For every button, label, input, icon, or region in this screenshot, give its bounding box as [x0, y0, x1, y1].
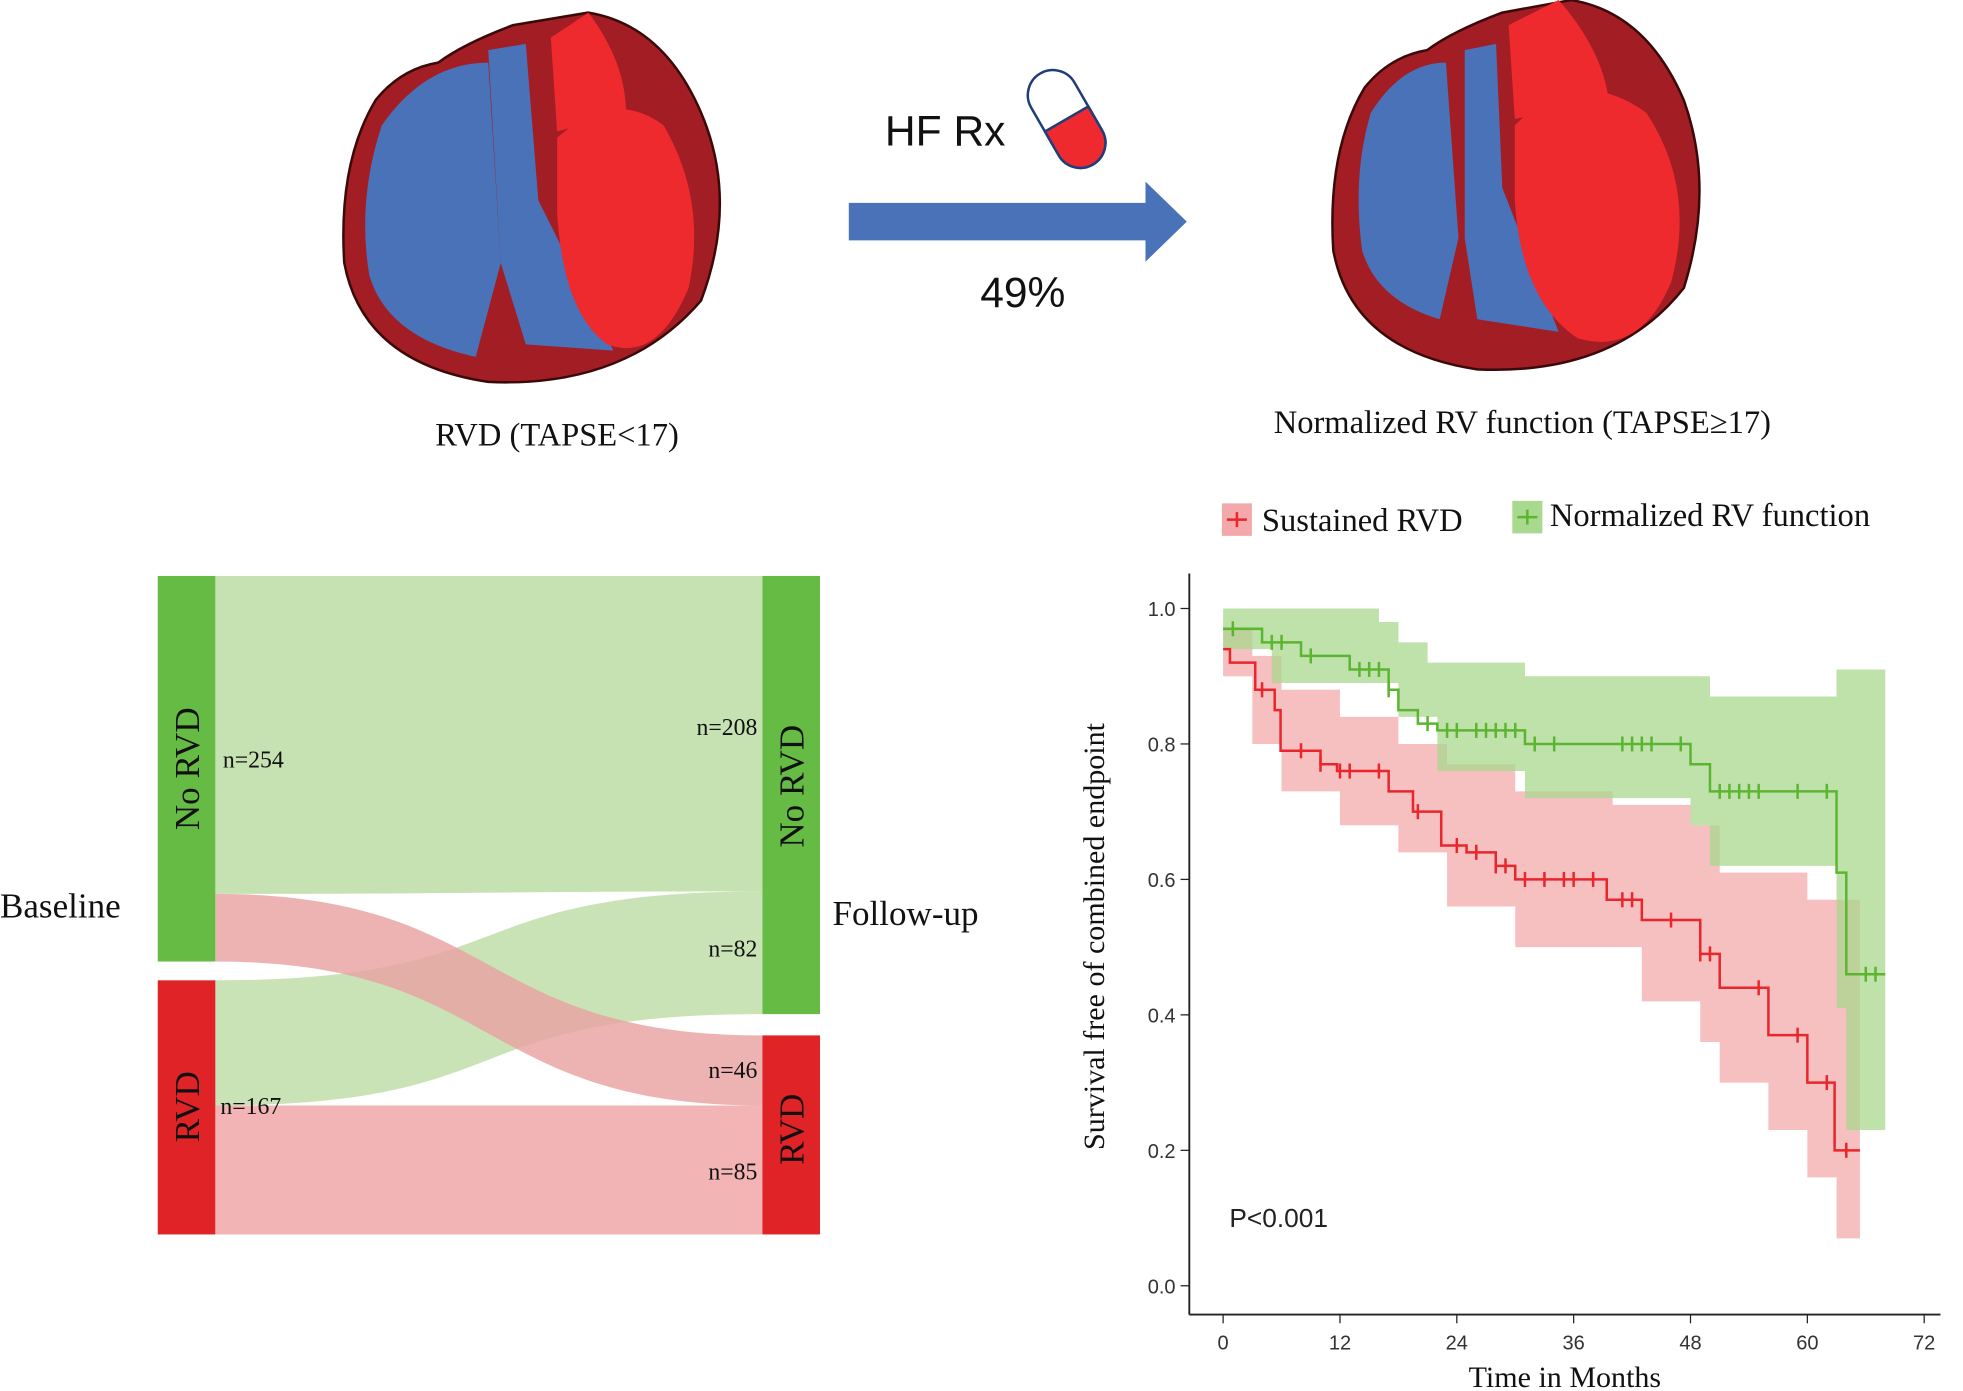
x-axis-title: Time in Months: [1469, 1361, 1661, 1391]
sankey-diagram: No RVD RVD No RVD RVD Baseline Follow-up…: [0, 575, 979, 1235]
node-followup-norvd: [762, 575, 821, 1015]
arrow-right-icon: [848, 181, 1187, 262]
node-followup-rvd: [762, 1035, 821, 1235]
p-value-annotation: P<0.001: [1229, 1203, 1328, 1233]
y-tick-label: 0.0: [1148, 1276, 1176, 1298]
x-tick-label: 72: [1913, 1333, 1935, 1355]
count-label: n=167: [220, 1094, 281, 1120]
percent-label: 49%: [980, 269, 1065, 317]
y-tick-label: 0.2: [1148, 1141, 1176, 1163]
node-label: RVD: [773, 1094, 812, 1165]
y-axis-title: Survival free of combined endpoint: [1078, 722, 1111, 1150]
flow-rvd-to-rvd: [215, 1105, 763, 1235]
x-tick-label: 36: [1563, 1333, 1585, 1355]
x-tick-label: 48: [1679, 1333, 1701, 1355]
treatment-label: HF Rx: [885, 107, 1006, 155]
legend: Sustained RVD Normalized RV function: [1221, 498, 1870, 539]
ci-band-1: [1223, 608, 1886, 1131]
followup-heart-label: Normalized RV function (TAPSE≥17): [1274, 405, 1771, 441]
legend-marker: [1226, 512, 1247, 528]
heart-normal-icon: [1331, 0, 1701, 372]
y-tick-label: 0.4: [1148, 1005, 1176, 1027]
node-label: RVD: [168, 1071, 207, 1142]
pill-icon: [1026, 68, 1107, 170]
node-label: No RVD: [168, 707, 207, 830]
node-label: No RVD: [773, 725, 812, 848]
y-tick-label: 1.0: [1148, 599, 1176, 621]
flow-norvd-to-rvd: [215, 893, 763, 1106]
count-label: n=82: [708, 937, 757, 963]
y-tick-label: 0.8: [1148, 734, 1176, 756]
x-tick-label: 0: [1218, 1333, 1229, 1355]
km-chart: Sustained RVD Normalized RV function 0 12…: [1078, 498, 1941, 1391]
node-baseline-norvd: [157, 575, 216, 962]
flow-norvd-to-norvd: [215, 575, 763, 894]
followup-axis-label: Follow-up: [833, 894, 979, 933]
x-tick-label: 12: [1329, 1333, 1351, 1355]
y-tick-label: 0.6: [1148, 870, 1176, 892]
heart-rvd-icon: [342, 11, 722, 384]
count-label: n=85: [708, 1159, 757, 1185]
count-label: n=208: [696, 715, 757, 741]
count-label: n=254: [223, 747, 284, 773]
survival-line-0: [1223, 647, 1860, 1152]
count-label: n=46: [708, 1058, 757, 1084]
baseline-heart-label: RVD (TAPSE<17): [435, 418, 679, 454]
x-tick-label: 24: [1446, 1333, 1468, 1355]
x-tick-label: 60: [1796, 1333, 1818, 1355]
ci-band-0: [1223, 628, 1860, 1239]
legend-label: Normalized RV function: [1550, 498, 1870, 534]
node-baseline-rvd: [157, 980, 216, 1235]
legend-marker: [1517, 509, 1538, 525]
baseline-axis-label: Baseline: [0, 887, 121, 926]
legend-label: Sustained RVD: [1262, 503, 1463, 539]
